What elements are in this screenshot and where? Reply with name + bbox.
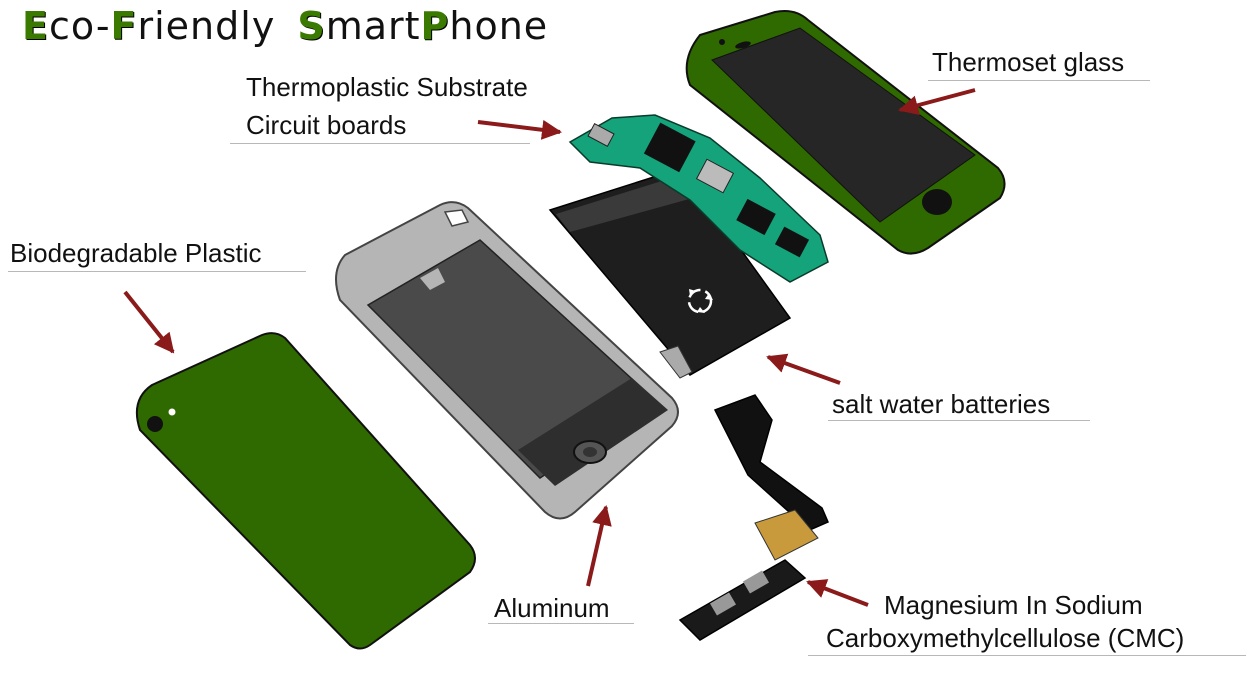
diagram-title: Eco-Friendly SmartPhone bbox=[22, 4, 548, 48]
front-camera-icon bbox=[719, 39, 725, 45]
recycle-icon bbox=[687, 288, 713, 314]
label-underline bbox=[928, 80, 1150, 81]
earpiece bbox=[735, 41, 751, 49]
glass-arrow bbox=[898, 88, 976, 116]
label-cmc-line1: Magnesium In Sodium bbox=[884, 590, 1143, 620]
front-glass-phone bbox=[685, 10, 1006, 255]
label-salt-water-batteries: salt water batteries bbox=[832, 389, 1051, 419]
chip bbox=[774, 226, 810, 258]
home-button bbox=[922, 189, 952, 215]
sim-slot bbox=[695, 158, 735, 194]
circuit-arrow bbox=[477, 119, 562, 140]
flash-icon bbox=[168, 408, 176, 416]
title-word-eco: Eco- bbox=[22, 4, 111, 48]
label-circuit-line1: Thermoplastic Substrate bbox=[246, 72, 528, 102]
aluminum-frame bbox=[335, 201, 679, 520]
aluminum-arrow bbox=[586, 505, 612, 587]
label-aluminum: Aluminum bbox=[494, 593, 610, 623]
back-cover bbox=[136, 332, 476, 650]
camera-lens-icon bbox=[147, 416, 163, 432]
label-cmc-line2: Carboxymethylcellulose (CMC) bbox=[826, 623, 1185, 653]
chip bbox=[643, 122, 696, 173]
battery-arrow bbox=[766, 353, 841, 385]
cmc-arrow bbox=[806, 579, 869, 607]
label-underline bbox=[8, 271, 306, 272]
label-underline bbox=[808, 655, 1246, 656]
dock-connector-flex bbox=[678, 394, 829, 641]
chip bbox=[736, 198, 776, 236]
connector bbox=[587, 122, 615, 148]
plastic-arrow bbox=[123, 290, 175, 354]
label-underline bbox=[230, 143, 530, 144]
label-thermoset-glass: Thermoset glass bbox=[932, 47, 1125, 77]
title-word-phone: Phone bbox=[420, 4, 549, 48]
circuit-board bbox=[568, 114, 829, 283]
battery bbox=[548, 167, 792, 379]
label-circuit-line2: Circuit boards bbox=[246, 110, 407, 140]
label-biodegradable-plastic: Biodegradable Plastic bbox=[10, 238, 262, 268]
label-underline bbox=[488, 623, 634, 624]
title-word-friendly: Friendly bbox=[110, 4, 276, 48]
label-underline bbox=[828, 420, 1090, 421]
title-word-smart: Smart bbox=[297, 4, 421, 48]
